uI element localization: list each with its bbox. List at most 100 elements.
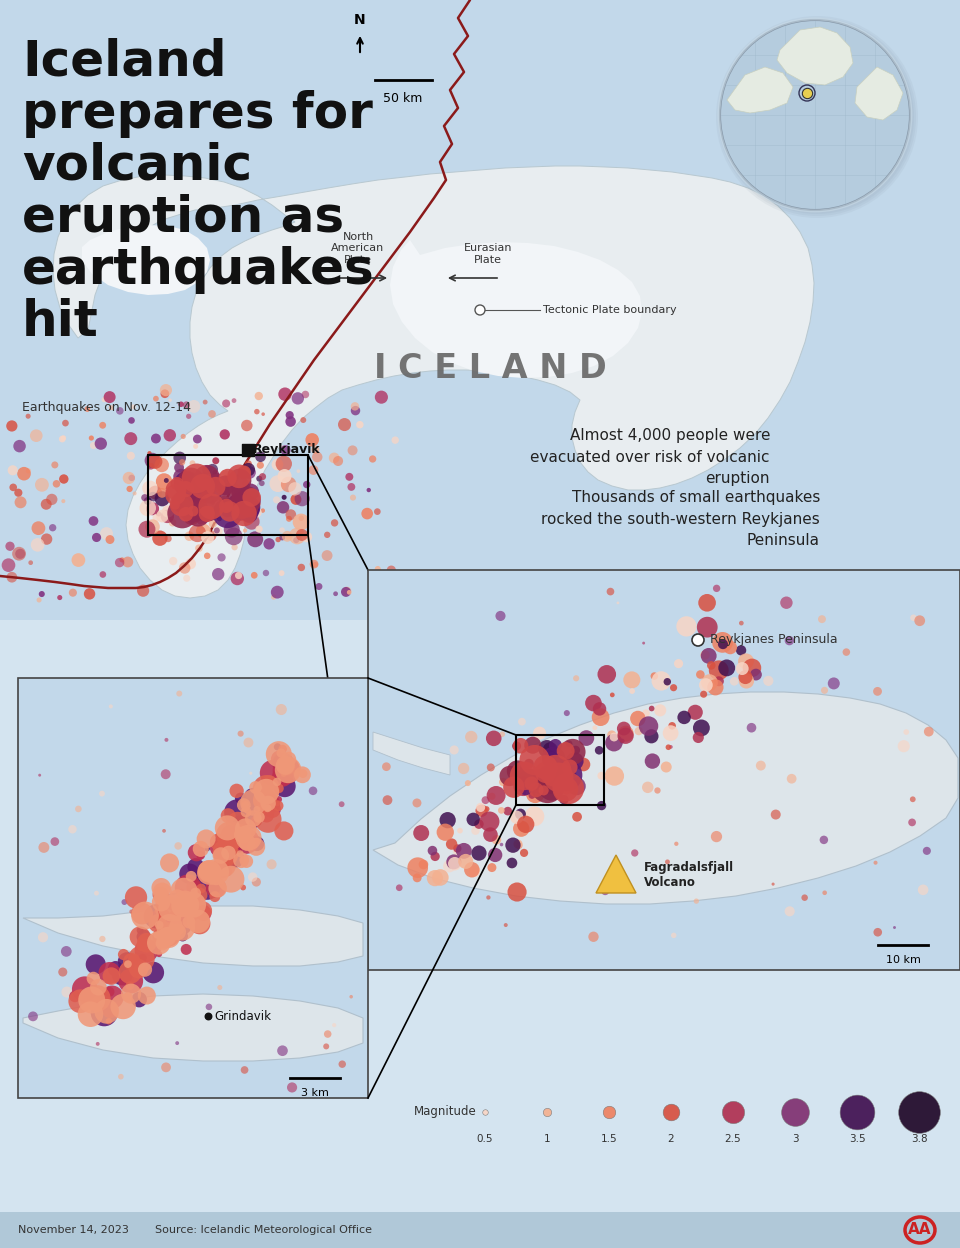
Point	[159, 927, 175, 947]
Point	[559, 776, 574, 796]
Point	[191, 911, 206, 931]
Point	[525, 735, 540, 755]
Point	[199, 507, 214, 527]
Point	[614, 731, 630, 751]
Point	[112, 401, 128, 421]
Point	[663, 723, 679, 743]
Point	[242, 497, 257, 517]
Point	[139, 986, 155, 1006]
Point	[416, 855, 431, 875]
Point	[35, 474, 50, 494]
Point	[505, 835, 520, 855]
Point	[126, 397, 141, 417]
Point	[71, 799, 86, 819]
Point	[569, 806, 585, 826]
Point	[220, 468, 235, 488]
Point	[278, 760, 294, 780]
Point	[255, 500, 271, 520]
Point	[320, 545, 335, 565]
Point	[191, 482, 206, 502]
Point	[190, 504, 205, 524]
Point	[200, 461, 215, 480]
Point	[291, 462, 306, 482]
Point	[294, 508, 309, 528]
Point	[230, 822, 246, 842]
Point	[276, 466, 292, 485]
Point	[32, 590, 47, 610]
Point	[31, 518, 46, 538]
Point	[269, 490, 284, 510]
Point	[190, 523, 205, 543]
Point	[182, 554, 198, 574]
Point	[765, 874, 780, 894]
Point	[272, 749, 287, 769]
Point	[644, 699, 660, 719]
Polygon shape	[727, 67, 793, 114]
Point	[209, 520, 225, 540]
Point	[218, 836, 233, 856]
Point	[659, 758, 674, 778]
Point	[447, 854, 463, 874]
Point	[95, 564, 110, 584]
Polygon shape	[23, 906, 363, 966]
Point	[359, 504, 374, 524]
Circle shape	[720, 20, 910, 210]
Point	[157, 905, 173, 925]
Point	[298, 384, 313, 404]
Point	[45, 518, 60, 538]
Point	[327, 513, 343, 533]
Point	[208, 862, 224, 882]
Point	[212, 977, 228, 997]
Point	[199, 829, 214, 849]
Point	[176, 473, 191, 493]
Point	[663, 736, 679, 756]
Point	[458, 851, 473, 871]
Point	[241, 827, 256, 847]
Point	[817, 680, 832, 700]
Point	[506, 778, 521, 797]
Point	[371, 565, 386, 585]
Point	[73, 991, 88, 1011]
Point	[255, 404, 271, 424]
Point	[365, 449, 380, 469]
Point	[516, 842, 532, 862]
Point	[236, 795, 252, 815]
Point	[481, 887, 496, 907]
Point	[250, 503, 265, 523]
Point	[521, 754, 537, 774]
Point	[108, 958, 123, 978]
Point	[593, 708, 609, 728]
Point	[227, 849, 242, 869]
Point	[205, 505, 221, 525]
Point	[638, 703, 654, 723]
Point	[137, 960, 153, 980]
Point	[154, 456, 169, 475]
Point	[276, 454, 292, 474]
Point	[228, 781, 244, 801]
Point	[155, 483, 170, 503]
Point	[424, 841, 440, 861]
Point	[744, 658, 759, 678]
Point	[230, 493, 246, 513]
Point	[186, 397, 202, 417]
Point	[171, 836, 186, 856]
Point	[624, 670, 639, 690]
Point	[153, 889, 168, 909]
Point	[262, 794, 277, 814]
Point	[157, 383, 173, 403]
Point	[504, 854, 519, 874]
Point	[152, 943, 167, 963]
Point	[181, 864, 197, 884]
Point	[245, 867, 260, 887]
Point	[449, 841, 465, 861]
Point	[180, 895, 195, 915]
Polygon shape	[53, 166, 814, 598]
Point	[181, 407, 197, 427]
Point	[688, 891, 704, 911]
Point	[112, 553, 128, 573]
Point	[468, 821, 483, 841]
Point	[154, 909, 169, 929]
Point	[200, 487, 215, 507]
Polygon shape	[390, 240, 642, 378]
Point	[899, 723, 914, 743]
